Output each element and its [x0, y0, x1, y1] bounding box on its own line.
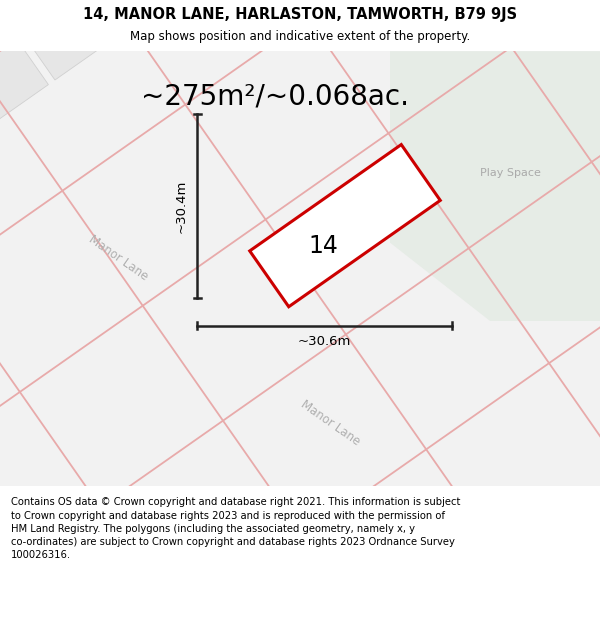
Polygon shape	[16, 0, 141, 80]
Polygon shape	[0, 0, 2, 79]
Polygon shape	[109, 0, 233, 15]
Text: 14: 14	[308, 234, 338, 258]
Text: ~30.4m: ~30.4m	[175, 179, 187, 232]
Text: 14, MANOR LANE, HARLASTON, TAMWORTH, B79 9JS: 14, MANOR LANE, HARLASTON, TAMWORTH, B79…	[83, 7, 517, 22]
Text: Manor Lane: Manor Lane	[86, 232, 150, 283]
Polygon shape	[0, 29, 49, 145]
Polygon shape	[390, 51, 600, 321]
Text: Manor Lane: Manor Lane	[298, 398, 362, 448]
Polygon shape	[250, 144, 440, 307]
Text: Play Space: Play Space	[479, 168, 541, 178]
Text: Contains OS data © Crown copyright and database right 2021. This information is : Contains OS data © Crown copyright and d…	[11, 498, 460, 560]
Text: ~30.6m: ~30.6m	[298, 336, 351, 348]
Text: Map shows position and indicative extent of the property.: Map shows position and indicative extent…	[130, 31, 470, 43]
Polygon shape	[0, 0, 95, 14]
Text: ~275m²/~0.068ac.: ~275m²/~0.068ac.	[141, 83, 409, 111]
